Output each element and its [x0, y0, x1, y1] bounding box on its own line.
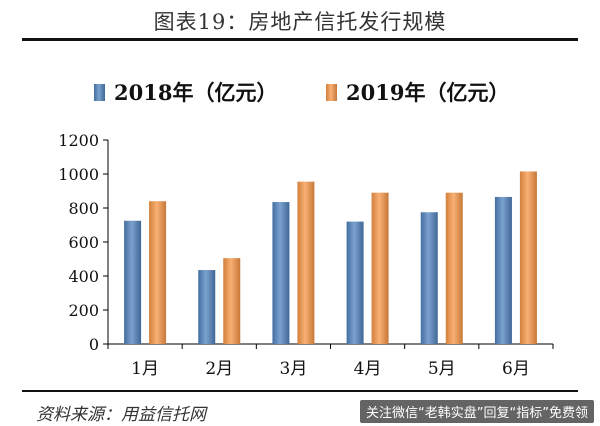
y-tick-label: 200 — [68, 301, 99, 320]
x-tick-label: 1月 — [131, 359, 159, 379]
bottom-divider — [22, 390, 578, 392]
legend-label-2018: 2018年（亿元） — [114, 80, 277, 105]
legend-swatch-2019 — [326, 84, 337, 101]
legend-label-2019: 2019年（亿元） — [346, 80, 509, 105]
page-title: 图表19：房地产信托发行规模 — [153, 10, 447, 34]
y-tick-label: 600 — [68, 233, 99, 252]
bar-2018-3 — [272, 202, 290, 344]
y-tick-label: 800 — [68, 199, 99, 218]
bar-2019-3 — [297, 181, 315, 344]
y-tick-label: 0 — [89, 335, 99, 354]
y-tick-label: 1200 — [58, 131, 99, 150]
x-tick-label: 5月 — [428, 359, 456, 379]
y-tick-label: 1000 — [58, 165, 99, 184]
bar-2019-1 — [149, 201, 167, 344]
bar-2019-4 — [371, 192, 389, 344]
bar-2019-6 — [519, 171, 537, 344]
bar-2018-4 — [346, 221, 364, 344]
bar-2018-5 — [420, 212, 438, 344]
y-tick-label: 400 — [68, 267, 99, 286]
title-divider — [22, 38, 578, 41]
x-tick-label: 3月 — [280, 359, 308, 379]
x-tick-label: 6月 — [502, 359, 530, 379]
bar-2018-2 — [198, 270, 216, 344]
bar-2018-6 — [494, 196, 512, 344]
bar-2019-5 — [445, 192, 463, 344]
bar-2019-2 — [223, 258, 241, 344]
legend-swatch-2018 — [94, 84, 105, 101]
source-note: 资料来源：用益信托网 — [36, 405, 206, 425]
bar-2018-1 — [124, 220, 142, 344]
x-tick-label: 2月 — [205, 359, 233, 379]
x-tick-label: 4月 — [354, 359, 382, 379]
watermark-banner: 关注微信“老韩实盘”回复“指标”免费领 — [360, 400, 594, 423]
